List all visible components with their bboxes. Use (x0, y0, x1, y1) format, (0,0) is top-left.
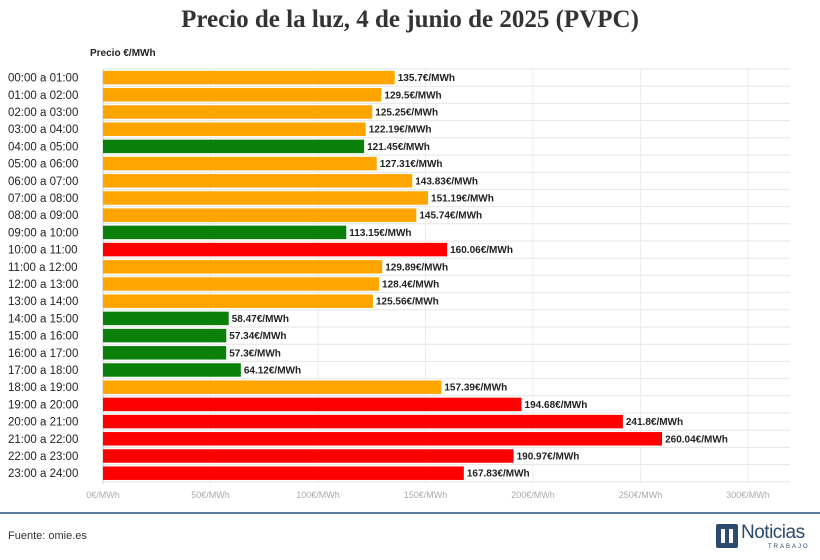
x-tick-label: 50€/MWh (191, 490, 230, 500)
logo-sub-text: TRABAJO (768, 544, 810, 550)
value-label: 260.04€/MWh (665, 434, 728, 445)
x-tick-label: 250€/MWh (619, 490, 663, 500)
category-label: 17:00 a 18:00 (8, 365, 78, 377)
bar (103, 70, 395, 85)
category-label: 21:00 a 22:00 (8, 434, 78, 446)
category-label: 05:00 a 06:00 (8, 159, 78, 171)
value-label: 64.12€/MWh (244, 366, 301, 377)
category-label: 01:00 a 02:00 (8, 90, 78, 102)
category-label: 20:00 a 21:00 (8, 417, 78, 429)
category-label: 23:00 a 24:00 (8, 468, 78, 480)
bar (103, 466, 464, 480)
bar (103, 311, 229, 326)
value-label: 128.4€/MWh (382, 280, 439, 291)
bar (103, 294, 373, 308)
category-label: 06:00 a 07:00 (8, 176, 78, 188)
bar (103, 191, 429, 205)
category-label: 07:00 a 08:00 (8, 193, 78, 205)
category-label: 14:00 a 15:00 (8, 313, 78, 325)
category-label: 18:00 a 19:00 (8, 382, 78, 394)
value-label: 194.68€/MWh (525, 400, 588, 411)
value-label: 121.45€/MWh (367, 142, 430, 153)
brand-logo: Noticias TRABAJO (716, 522, 816, 552)
bar (103, 260, 383, 274)
x-tick-label: 0€/MWh (86, 490, 120, 500)
value-label: 57.34€/MWh (229, 331, 286, 342)
value-label: 151.19€/MWh (431, 194, 494, 205)
value-label: 143.83€/MWh (415, 176, 478, 187)
bar (103, 363, 241, 377)
bar (103, 432, 663, 446)
x-tick-label: 100€/MWh (296, 490, 340, 500)
logo-brand-text: Noticias (741, 522, 805, 543)
category-label: 08:00 a 09:00 (8, 210, 78, 222)
value-label: 129.5€/MWh (384, 90, 441, 101)
value-label: 129.89€/MWh (385, 262, 448, 273)
value-label: 125.56€/MWh (376, 297, 439, 308)
footer-divider (0, 512, 820, 514)
bar (103, 208, 417, 222)
value-label: 167.83€/MWh (467, 469, 530, 480)
x-tick-label: 300€/MWh (726, 490, 770, 500)
bar (103, 156, 377, 171)
bar (103, 449, 514, 463)
bar (103, 346, 227, 360)
bar (103, 122, 366, 136)
bar (103, 380, 442, 394)
category-label: 16:00 a 17:00 (8, 348, 78, 360)
category-label: 10:00 a 11:00 (8, 245, 78, 257)
value-label: 160.06€/MWh (450, 245, 513, 256)
bar (103, 225, 347, 240)
category-label: 13:00 a 14:00 (8, 296, 78, 308)
value-label: 157.39€/MWh (444, 383, 507, 394)
bar (103, 397, 522, 412)
bar (103, 88, 382, 102)
bar-chart: Precio €/MWh 0€/MWh 50€/MWh 100€/MWh 150€/MW… (8, 48, 790, 500)
bar (103, 242, 448, 257)
chart-title: Precio de la luz, 4 de junio de 2025 (PV… (181, 6, 639, 33)
bar (103, 139, 365, 154)
category-label: 22:00 a 23:00 (8, 451, 78, 463)
value-label: 125.25€/MWh (375, 108, 438, 119)
category-label: 04:00 a 05:00 (8, 141, 78, 153)
category-label: 00:00 a 01:00 (8, 73, 78, 85)
bar (103, 414, 623, 429)
value-label: 127.31€/MWh (380, 159, 443, 170)
value-label: 145.74€/MWh (419, 211, 482, 222)
bar (103, 105, 373, 119)
category-label: 12:00 a 13:00 (8, 279, 78, 291)
category-label: 19:00 a 20:00 (8, 399, 78, 411)
category-label: 03:00 a 04:00 (8, 124, 78, 136)
logo-mark-icon (716, 524, 738, 548)
category-label: 15:00 a 16:00 (8, 331, 78, 343)
value-label: 113.15€/MWh (349, 228, 411, 239)
bar (103, 328, 227, 343)
value-label: 122.19€/MWh (369, 125, 432, 136)
value-label: 190.97€/MWh (517, 452, 580, 463)
category-label: 11:00 a 12:00 (8, 262, 78, 274)
value-label: 135.7€/MWh (398, 73, 455, 84)
x-tick-label: 200€/MWh (511, 490, 555, 500)
axis-title: Precio €/MWh (90, 48, 156, 59)
value-label: 58.47€/MWh (232, 314, 289, 325)
value-label: 241.8€/MWh (626, 417, 683, 428)
bar (103, 174, 413, 188)
bar (103, 277, 380, 291)
category-label: 09:00 a 10:00 (8, 227, 78, 239)
x-tick-label: 150€/MWh (404, 490, 448, 500)
source-note: Fuente: omie.es (8, 530, 87, 542)
category-label: 02:00 a 03:00 (8, 107, 78, 119)
value-label: 57.3€/MWh (229, 348, 281, 359)
